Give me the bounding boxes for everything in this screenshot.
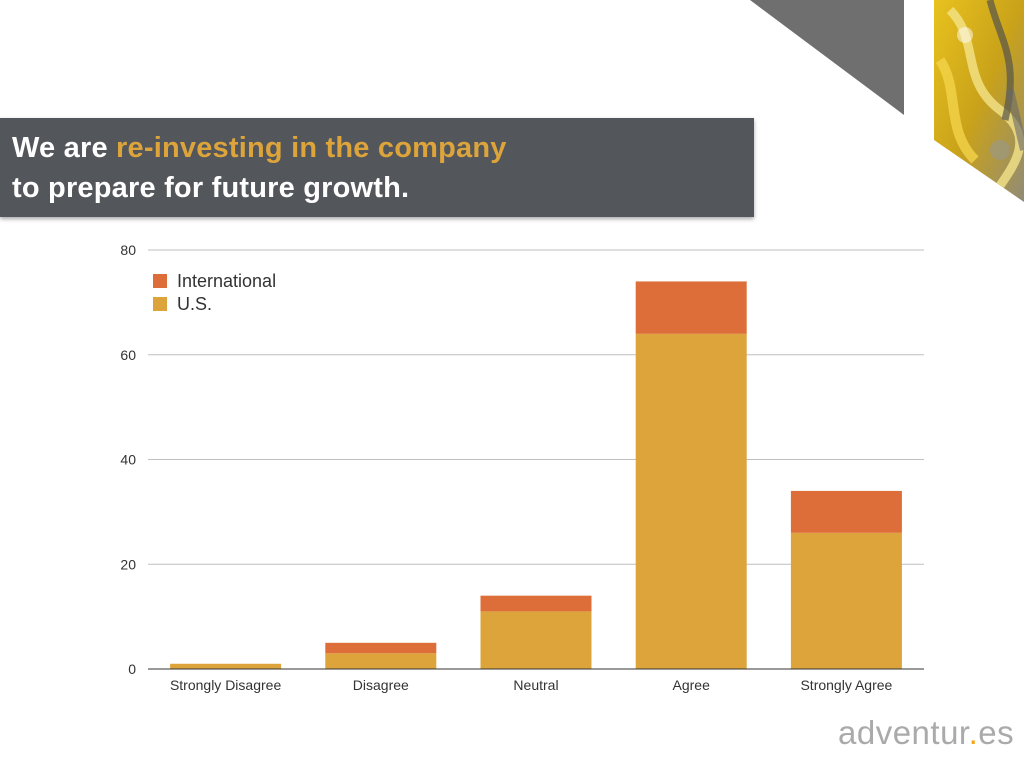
bar-segment: [325, 642, 437, 654]
y-tick-label: 40: [120, 452, 136, 468]
title-highlight: re-investing in the company: [116, 132, 507, 164]
bar-segment: [635, 333, 747, 669]
x-tick-label: Disagree: [353, 677, 409, 693]
legend-label: International: [177, 271, 276, 291]
x-tick-label: Neutral: [513, 677, 558, 693]
title-prefix: We are: [12, 132, 117, 164]
bar-segment: [170, 663, 282, 669]
brand-logo: adventur.es: [838, 714, 1014, 752]
bar-segment: [635, 281, 747, 334]
logo-text-part2: es: [978, 714, 1015, 751]
x-tick-label: Strongly Disagree: [170, 677, 281, 693]
bar-segment: [325, 653, 437, 669]
bar-segment: [480, 595, 592, 612]
y-tick-label: 60: [120, 347, 136, 363]
bar-segment: [790, 490, 902, 533]
bar-segment: [790, 532, 902, 669]
title-bar: We are re-investing in the company to pr…: [0, 118, 754, 217]
y-tick-label: 80: [120, 242, 136, 258]
legend-label: U.S.: [177, 294, 212, 314]
logo-dot: .: [968, 714, 979, 751]
x-tick-label: Agree: [673, 677, 711, 693]
legend-swatch: [153, 297, 167, 311]
slide-title-line-1: We are re-investing in the company: [12, 132, 507, 165]
bar-segment: [480, 611, 592, 669]
logo-text-part1: adventur: [838, 714, 969, 751]
slide-title-line-2: to prepare for future growth.: [12, 172, 410, 204]
legend-swatch: [153, 274, 167, 288]
x-tick-label: Strongly Agree: [800, 677, 892, 693]
y-tick-label: 0: [128, 661, 136, 677]
y-tick-label: 20: [120, 556, 136, 572]
